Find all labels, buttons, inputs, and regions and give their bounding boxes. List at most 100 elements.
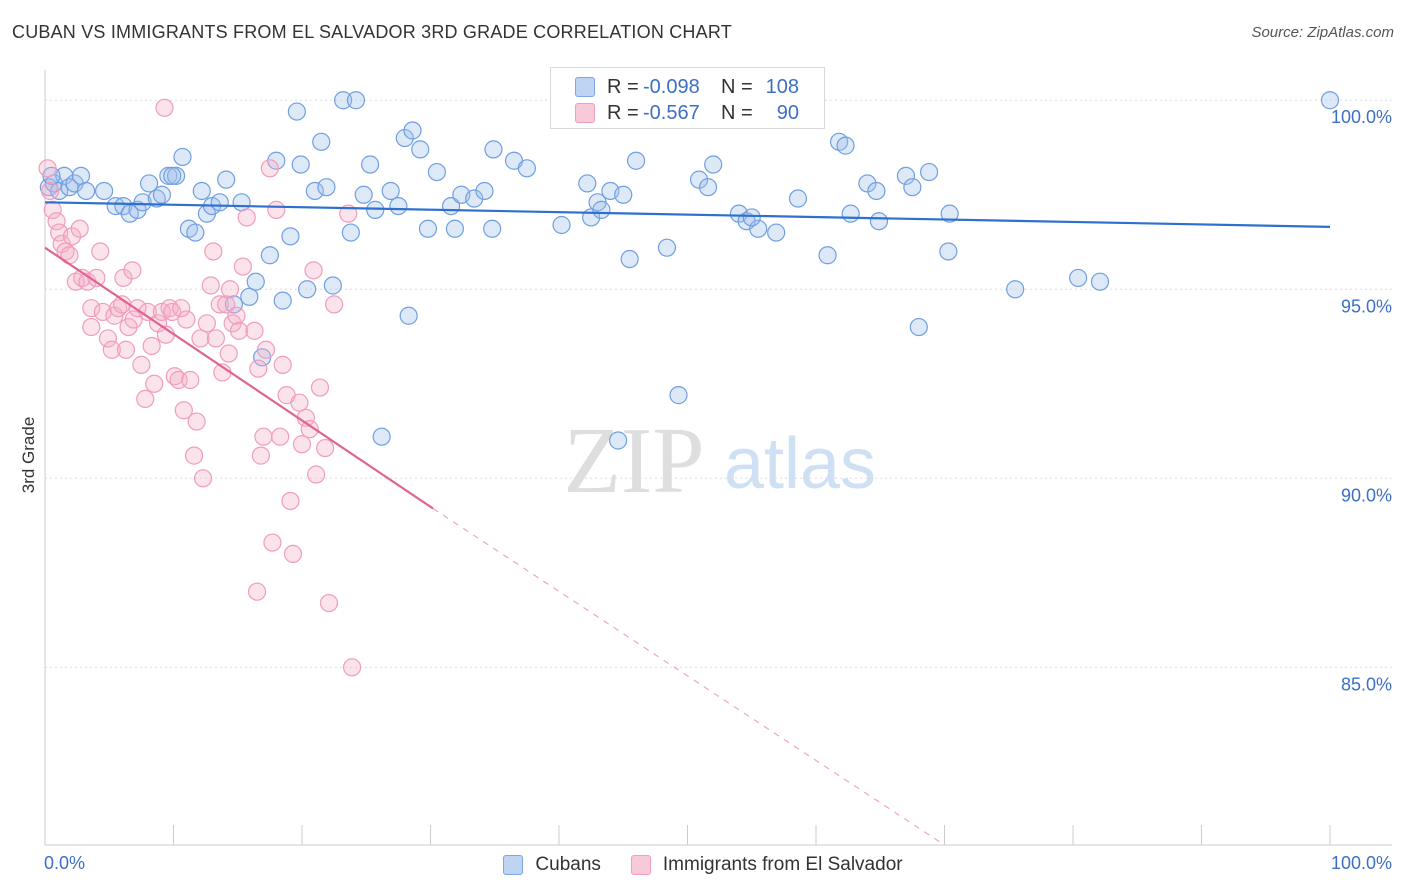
el-salvador-point xyxy=(254,427,273,446)
cuban-point xyxy=(159,166,178,185)
el-salvador-point xyxy=(319,593,339,613)
cuban-point xyxy=(427,162,447,182)
cuban-point xyxy=(312,132,331,151)
cuban-point xyxy=(152,185,172,204)
el-salvador-point xyxy=(191,329,210,348)
source-label: Source: ZipAtlas.com xyxy=(1251,24,1394,41)
el-salvador-point xyxy=(47,212,66,231)
cuban-point xyxy=(609,431,628,450)
r-value: -0.098 xyxy=(643,75,700,98)
el-salvador-point xyxy=(227,306,246,325)
cubans-legend-swatch xyxy=(503,855,524,875)
cuban-point xyxy=(867,181,886,201)
cuban-point xyxy=(334,91,353,110)
el-salvador-point xyxy=(142,336,161,356)
cuban-point xyxy=(186,223,205,242)
cuban-point xyxy=(657,238,677,257)
watermark: ZIP atlas xyxy=(564,409,877,513)
cuban-point xyxy=(1069,268,1088,288)
tick-labels: 85.0% 90.0% 95.0% 100.0% 0.0% 100.0% xyxy=(44,107,1392,873)
el-salvador-point xyxy=(181,370,200,390)
cuban-point xyxy=(818,246,837,265)
el-salvador-point xyxy=(237,208,256,227)
el-salvador-point xyxy=(267,200,286,219)
cuban-point xyxy=(788,189,808,208)
legend-label-el-salvador: Immigrants from El Salvador xyxy=(662,854,903,875)
y-tick-label: 85.0% xyxy=(1341,674,1392,694)
el-salvador-point xyxy=(292,435,312,454)
legend-item-cubans[interactable]: Cubans xyxy=(503,854,601,876)
cuban-point xyxy=(517,159,536,178)
x-tick-label: 100.0% xyxy=(1331,853,1392,873)
el-salvador-point xyxy=(124,310,143,329)
cuban-point xyxy=(192,181,211,201)
cuban-point xyxy=(139,174,159,193)
el-salvador-point xyxy=(263,533,282,552)
cuban-point xyxy=(273,291,292,310)
el-salvador-point xyxy=(219,344,238,363)
cuban-point xyxy=(909,317,928,337)
el-salvador-point xyxy=(210,295,229,314)
cuban-point xyxy=(71,166,91,185)
cuban-point xyxy=(552,215,571,235)
el-salvador-point xyxy=(256,340,276,359)
cuban-point xyxy=(317,178,336,197)
watermark-atlas: atlas xyxy=(724,424,876,504)
cuban-point xyxy=(592,200,611,219)
el-salvador-point xyxy=(201,276,220,295)
cuban-point xyxy=(578,174,597,193)
stats-row-cubans: R = -0.098 N = 108 xyxy=(575,74,799,100)
el-salvador-point xyxy=(87,268,106,288)
cuban-point xyxy=(704,155,723,174)
el-salvador-point xyxy=(229,321,249,340)
cuban-point xyxy=(903,178,922,197)
cuban-point xyxy=(484,140,503,159)
cuban-point xyxy=(483,219,502,238)
trend-lines xyxy=(44,201,1331,846)
cuban-point xyxy=(869,212,889,231)
el-salvador-point xyxy=(281,491,300,511)
el-salvador-point xyxy=(62,227,82,246)
el-salvador-point xyxy=(217,295,236,314)
cuban-point xyxy=(106,196,125,216)
cuban-point xyxy=(1320,91,1340,110)
n-label: N = xyxy=(721,101,753,124)
el-salvador-point xyxy=(307,465,326,484)
cuban-point xyxy=(354,185,373,204)
el-salvador-point xyxy=(290,393,309,412)
el-salvador-point xyxy=(145,374,164,393)
el-salvador-point xyxy=(249,359,268,378)
n-label: N = xyxy=(721,75,753,98)
cuban-point xyxy=(399,306,418,325)
el-salvador-point xyxy=(251,446,270,465)
cuban-point xyxy=(411,140,430,159)
legend-label-cubans: Cubans xyxy=(535,854,601,875)
cuban-point xyxy=(698,178,718,197)
cuban-point xyxy=(281,227,300,246)
cuban-point xyxy=(341,223,360,242)
cuban-point xyxy=(395,128,414,148)
cuban-point xyxy=(767,223,786,242)
el-salvador-point xyxy=(172,299,191,318)
axes xyxy=(44,70,1392,846)
cuban-point xyxy=(323,276,342,295)
cuban-point xyxy=(669,386,688,405)
cuban-point xyxy=(381,181,400,201)
cuban-point xyxy=(114,196,133,216)
r-label: R = xyxy=(607,101,639,124)
legend-item-el-salvador[interactable]: Immigrants from El Salvador xyxy=(630,854,903,876)
cuban-point xyxy=(418,219,438,238)
el-salvador-point xyxy=(155,98,174,117)
cuban-point xyxy=(133,193,152,212)
cuban-point xyxy=(224,295,243,314)
el-salvador-point xyxy=(98,329,118,348)
cuban-point xyxy=(475,181,494,201)
cuban-point xyxy=(305,181,324,201)
cuban-point xyxy=(246,272,265,291)
cuban-point xyxy=(465,189,484,208)
cuban-point xyxy=(298,280,317,299)
el-salvador-point xyxy=(339,204,358,223)
cuban-point xyxy=(366,200,385,219)
el-salvador-point xyxy=(38,159,57,178)
el-salvador-point xyxy=(316,438,335,458)
